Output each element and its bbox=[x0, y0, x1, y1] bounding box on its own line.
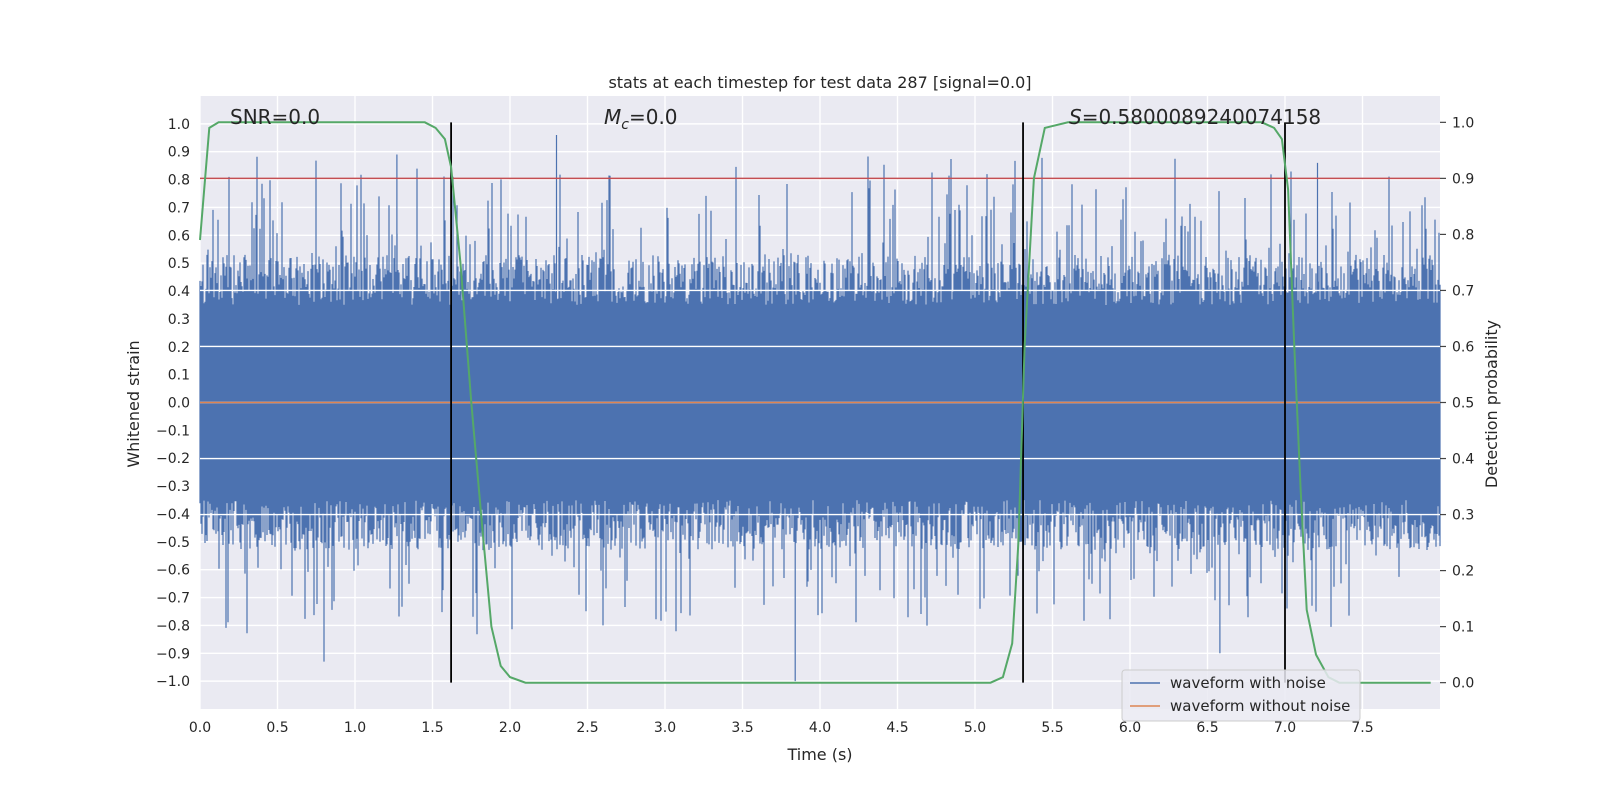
legend-box bbox=[1121, 669, 1361, 722]
x-tick-label: 7.0 bbox=[1274, 720, 1296, 736]
x-tick-label: 7.5 bbox=[1351, 720, 1373, 736]
y-tick-label: 1.0 bbox=[168, 117, 190, 133]
mc-subscript: c bbox=[621, 117, 629, 133]
series-detection-probability bbox=[199, 121, 1431, 684]
y-tick-label: −0.9 bbox=[156, 646, 190, 662]
x-tick-label: 3.0 bbox=[654, 720, 676, 736]
y-tick-label: 0.4 bbox=[168, 284, 190, 300]
x-tick-label: 1.5 bbox=[421, 720, 443, 736]
x-tick-label: 2.5 bbox=[576, 720, 598, 736]
x-tick-label: 4.0 bbox=[809, 720, 831, 736]
y-tick-label: −0.5 bbox=[156, 535, 190, 551]
x-tick-label: 3.5 bbox=[731, 720, 753, 736]
legend-label-waveform-without-noise: waveform without noise bbox=[1170, 697, 1350, 715]
y2-tick-label: 0.3 bbox=[1452, 508, 1474, 524]
y2-tick-label: 0.6 bbox=[1452, 339, 1474, 355]
y2-tick-label: 0.8 bbox=[1452, 227, 1474, 243]
y2-axis-label: Detection probability bbox=[1482, 320, 1501, 488]
mc-annotation: Mc=0.0 bbox=[604, 105, 678, 133]
y2-tick-label: 0.0 bbox=[1452, 676, 1474, 692]
x-tick-label: 0.0 bbox=[189, 720, 211, 736]
y-tick-label: 0.2 bbox=[168, 340, 190, 356]
y2-tick-label: 1.0 bbox=[1452, 115, 1474, 131]
y-tick-label: 0.5 bbox=[168, 256, 190, 272]
y-tick-label: −0.6 bbox=[156, 563, 190, 579]
s-annotation: S=0.5800089240074158 bbox=[1069, 105, 1321, 129]
legend: waveform with noise waveform without noi… bbox=[1121, 669, 1361, 722]
s-value: =0.5800089240074158 bbox=[1082, 105, 1321, 129]
y2-tick-label: 0.7 bbox=[1452, 283, 1474, 299]
y-axis-label: Whitened strain bbox=[124, 340, 143, 467]
x-tick-label: 2.0 bbox=[499, 720, 521, 736]
y-tick-label: −0.2 bbox=[156, 451, 190, 467]
y-tick-label: −0.1 bbox=[156, 423, 190, 439]
y-tick-label: 0.8 bbox=[168, 173, 190, 189]
y-tick-label: −0.4 bbox=[156, 507, 190, 523]
x-tick-label: 4.5 bbox=[886, 720, 908, 736]
chart-title: stats at each timestep for test data 287… bbox=[608, 73, 1031, 92]
y-tick-label: 0.0 bbox=[168, 396, 190, 412]
x-tick-label: 5.0 bbox=[964, 720, 986, 736]
y-tick-label: 0.9 bbox=[168, 145, 190, 161]
y2-tick-label: 0.2 bbox=[1452, 564, 1474, 580]
mc-value: =0.0 bbox=[629, 105, 678, 129]
legend-label-waveform-with-noise: waveform with noise bbox=[1170, 674, 1326, 692]
snr-annotation: SNR=0.0 bbox=[230, 105, 320, 129]
axis-layer: 0.0 0.5 1.0 1.5 2.0 2.5 3.0 3.5 4.0 4.5 5.0 5.5 6.0 6… bbox=[156, 115, 1474, 736]
y-tick-label: 0.1 bbox=[168, 368, 190, 384]
x-tick-label: 1.0 bbox=[344, 720, 366, 736]
x-axis-label: Time (s) bbox=[786, 745, 852, 764]
s-symbol: S bbox=[1069, 105, 1082, 129]
mc-symbol: M bbox=[604, 105, 621, 129]
y-tick-label: −0.3 bbox=[156, 479, 190, 495]
y-tick-label: 0.3 bbox=[168, 312, 190, 328]
y-tick-label: −1.0 bbox=[156, 674, 190, 690]
x-tick-label: 6.5 bbox=[1196, 720, 1218, 736]
y2-tick-label: 0.5 bbox=[1452, 396, 1474, 412]
y-tick-label: 0.6 bbox=[168, 228, 190, 244]
x-tick-label: 5.5 bbox=[1041, 720, 1063, 736]
y-tick-label: −0.7 bbox=[156, 591, 190, 607]
x-tick-label: 0.5 bbox=[266, 720, 288, 736]
y2-tick-label: 0.1 bbox=[1452, 620, 1474, 636]
overlay-layer bbox=[199, 121, 1440, 684]
y-tick-label: 0.7 bbox=[168, 200, 190, 216]
y2-tick-label: 0.9 bbox=[1452, 171, 1474, 187]
x-tick-label: 6.0 bbox=[1119, 720, 1141, 736]
y2-tick-label: 0.4 bbox=[1452, 452, 1474, 468]
y-tick-label: −0.8 bbox=[156, 618, 190, 634]
